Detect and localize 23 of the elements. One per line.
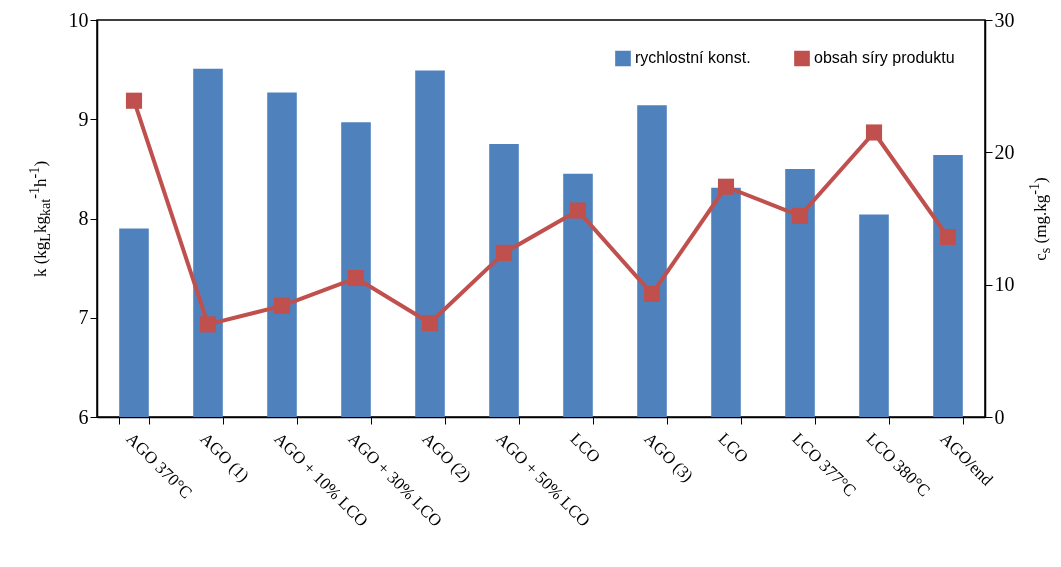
y-tick-label: 8 bbox=[78, 207, 89, 229]
point bbox=[939, 228, 957, 246]
point bbox=[347, 269, 365, 287]
y-tick-label: 9 bbox=[78, 107, 89, 130]
point bbox=[569, 202, 587, 219]
point bbox=[273, 297, 291, 314]
y2-tick-label: 20 bbox=[994, 140, 1015, 163]
y-tick-label: 6 bbox=[78, 405, 89, 428]
point bbox=[791, 207, 809, 224]
legend-label: rychlostní konst. bbox=[635, 49, 751, 67]
point bbox=[495, 244, 513, 261]
point bbox=[643, 285, 661, 302]
point bbox=[865, 124, 883, 141]
y2-tick-label: 30 bbox=[994, 8, 1015, 31]
point bbox=[125, 92, 143, 109]
y2-tick-label: 0 bbox=[994, 405, 1005, 428]
y-tick-label: 10 bbox=[68, 8, 89, 31]
point bbox=[717, 178, 735, 195]
point bbox=[421, 314, 439, 332]
y-tick-label: 7 bbox=[78, 306, 89, 329]
y2-tick-label: 10 bbox=[994, 273, 1015, 296]
legend-label: obsah síry produktu bbox=[814, 49, 955, 67]
point bbox=[199, 316, 217, 333]
